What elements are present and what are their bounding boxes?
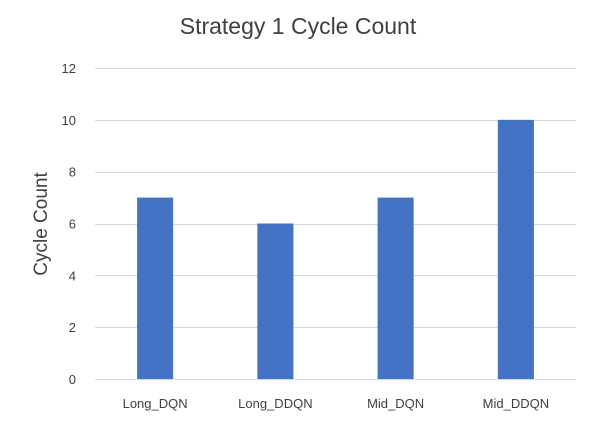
gridlines xyxy=(95,68,576,380)
y-tick-label: 6 xyxy=(69,217,76,232)
y-axis-ticks: 0 2 4 6 8 10 12 xyxy=(62,61,76,387)
bars xyxy=(137,119,534,379)
bar-long-ddqn xyxy=(257,223,294,379)
y-tick-label: 2 xyxy=(69,320,76,335)
bar-long-dqn xyxy=(137,197,174,379)
x-category-label: Long_DDQN xyxy=(238,396,312,411)
y-tick-label: 12 xyxy=(62,61,76,76)
chart-title: Strategy 1 Cycle Count xyxy=(180,13,417,39)
x-category-label: Mid_DDQN xyxy=(483,396,549,411)
y-tick-label: 10 xyxy=(62,113,76,128)
x-category-label: Mid_DQN xyxy=(367,396,424,411)
y-tick-label: 4 xyxy=(69,268,76,283)
y-axis-label: Cycle Count xyxy=(31,172,52,276)
x-axis-categories: Long_DQN Long_DDQN Mid_DQN Mid_DDQN xyxy=(123,396,550,411)
bar-mid-dqn xyxy=(377,197,414,379)
y-tick-label: 8 xyxy=(69,165,76,180)
y-tick-label: 0 xyxy=(69,372,76,387)
x-category-label: Long_DQN xyxy=(123,396,188,411)
bar-mid-ddqn xyxy=(497,119,534,379)
